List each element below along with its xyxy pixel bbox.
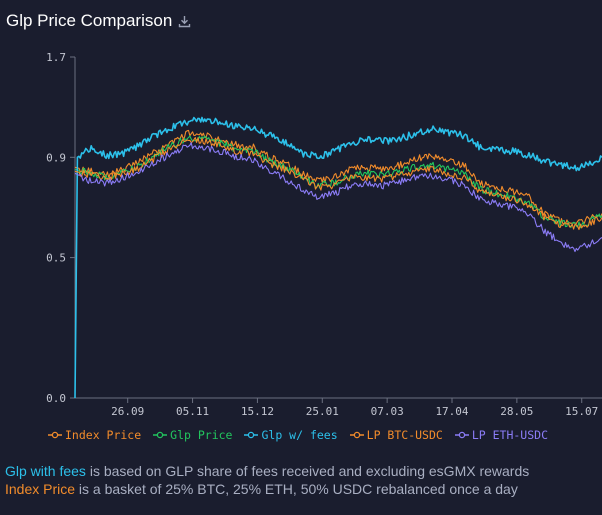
- x-tick-label-7: 15.07: [565, 405, 598, 418]
- price-comparison-chart: 1.7 0.9 0.5 0.0 26.09 05.11 15.12 25.01 07.03 17.…: [46, 51, 602, 418]
- legend-marker-index-price: [48, 431, 62, 439]
- note-highlight-glp-with-fees: Glp with fees: [5, 463, 86, 479]
- legend-marker-lp-eth-usdc: [454, 431, 469, 439]
- series-line-glp-w-fees: [74, 116, 602, 399]
- legend-item-index-price[interactable]: Index Price: [48, 428, 141, 442]
- legend-item-lp-eth-usdc[interactable]: LP ETH-USDC: [454, 428, 548, 442]
- x-tick-label-6: 28.05: [500, 405, 533, 418]
- page-title: Glp Price Comparison: [6, 11, 173, 30]
- download-icon[interactable]: [178, 15, 191, 28]
- note-glp-with-fees: Glp with fees is based on GLP share of f…: [5, 462, 529, 480]
- chart-legend: Index Price Glp Price Glp w/ fees LP BTC…: [48, 428, 548, 442]
- x-tick-label-3: 25.01: [306, 405, 339, 418]
- legend-marker-glp-price: [153, 431, 168, 439]
- legend-marker-lp-btc-usdc: [349, 431, 364, 439]
- legend-item-lp-btc-usdc[interactable]: LP BTC-USDC: [349, 428, 443, 442]
- legend-item-glp-with-fees[interactable]: Glp w/ fees: [244, 428, 338, 442]
- x-tick-label-4: 07.03: [371, 405, 404, 418]
- x-tick-label-2: 15.12: [241, 405, 274, 418]
- y-tick-label-1: 0.9: [46, 151, 66, 164]
- legend-item-glp-price[interactable]: Glp Price: [153, 428, 232, 442]
- x-tick-label-1: 05.11: [176, 405, 209, 418]
- series-line-lp-btc-usdc: [74, 137, 602, 231]
- chart-notes: Glp with fees is based on GLP share of f…: [5, 462, 529, 498]
- series-line-glp-price: [74, 135, 602, 229]
- chart-header: Glp Price Comparison: [6, 11, 191, 31]
- legend-label-glp-with-fees: Glp w/ fees: [261, 428, 338, 442]
- note-index-price: Index Price is a basket of 25% BTC, 25% …: [5, 480, 529, 498]
- x-tick-label-0: 26.09: [111, 405, 144, 418]
- note-text-glp-with-fees: is based on GLP share of fees received a…: [85, 463, 530, 479]
- y-tick-label-0: 1.7: [46, 51, 66, 64]
- series-line-lp-eth-usdc: [74, 142, 602, 253]
- legend-label-index-price: Index Price: [65, 428, 142, 442]
- x-tick-label-5: 17.04: [435, 405, 468, 418]
- series-line-index-price: [74, 129, 602, 225]
- legend-marker-glp-with-fees: [244, 431, 259, 439]
- y-tick-label-3: 0.0: [46, 392, 66, 405]
- note-text-index-price: is a basket of 25% BTC, 25% ETH, 50% USD…: [75, 481, 518, 497]
- legend-label-lp-eth-usdc: LP ETH-USDC: [471, 428, 548, 442]
- legend-label-glp-price: Glp Price: [170, 428, 233, 442]
- y-tick-label-2: 0.5: [46, 252, 66, 265]
- note-highlight-index-price: Index Price: [5, 481, 76, 497]
- legend-label-lp-btc-usdc: LP BTC-USDC: [366, 428, 443, 442]
